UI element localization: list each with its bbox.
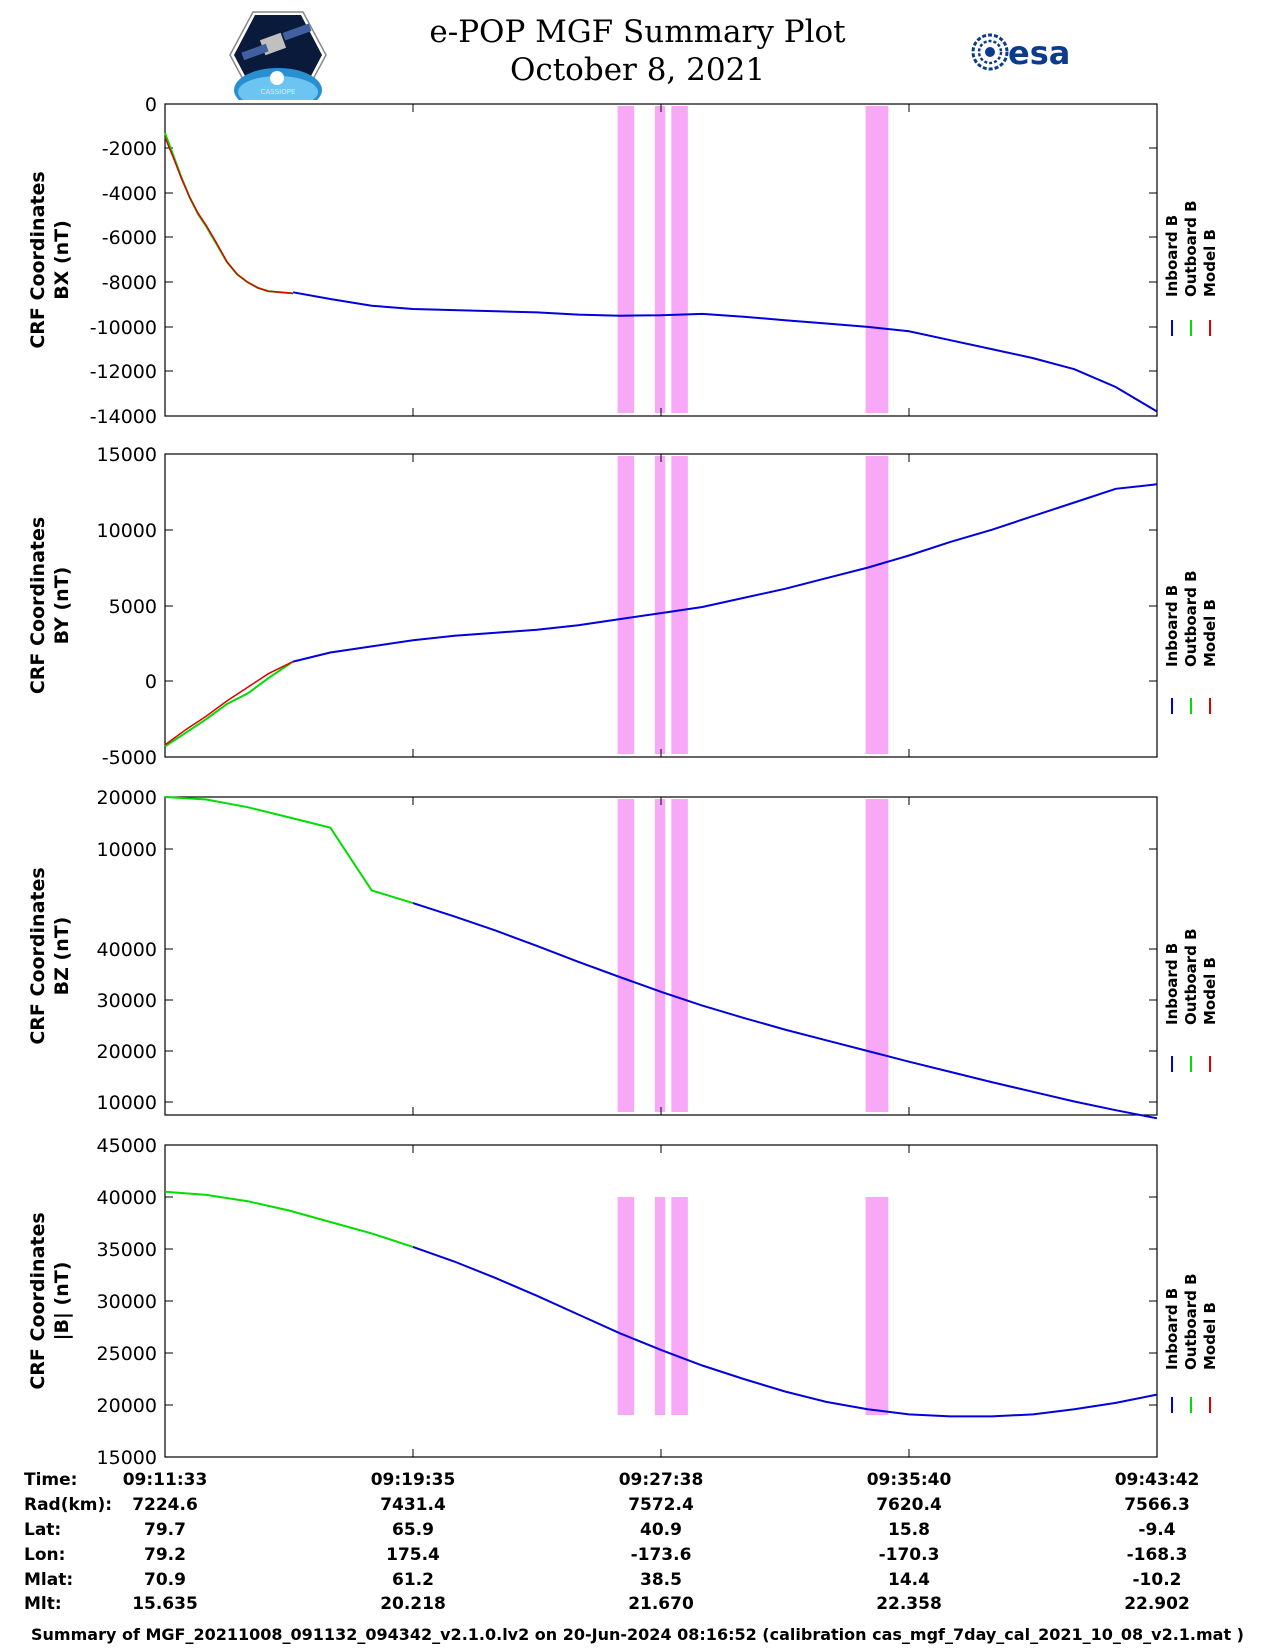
shaded-interval <box>654 799 666 1112</box>
y-tick-label: 45000 <box>97 1135 157 1157</box>
y-tick-label: 40000 <box>97 939 157 961</box>
y-tick-label: -4000 <box>102 183 157 205</box>
y-axis-label: BZ (nT) <box>51 917 73 996</box>
legend-label: Inboard B <box>1163 943 1181 1025</box>
y-tick-label: -2000 <box>102 138 157 160</box>
y-tick-label: -14000 <box>90 406 157 428</box>
y-tick-label: -6000 <box>102 227 157 249</box>
svg-text:esa: esa <box>1008 34 1070 72</box>
cassiope-logo: CASSIOPE <box>229 11 327 100</box>
y-tick-label: 20000 <box>97 1395 157 1417</box>
y-axis-label: CRF Coordinates <box>27 171 49 348</box>
shaded-interval <box>654 106 666 413</box>
y-tick-label: -5000 <box>102 747 157 769</box>
y-tick-label: 10000 <box>97 839 157 861</box>
legend-label: Outboard B <box>1182 928 1200 1025</box>
shaded-interval <box>865 456 889 754</box>
series-line-model <box>164 137 294 295</box>
legend-label: Outboard B <box>1182 1273 1200 1370</box>
y-axis-label: |B| (nT) <box>51 1262 73 1341</box>
y-tick-label: 35000 <box>97 1239 157 1261</box>
y-tick-label: 15000 <box>97 444 157 466</box>
y-tick-label: 40000 <box>97 1187 157 1209</box>
series-line-model <box>164 660 294 746</box>
series-line-outboard <box>164 660 294 748</box>
footer-summary: Summary of MGF_20211008_091132_094342_v2… <box>31 1625 1244 1644</box>
svg-text:CASSIOPE: CASSIOPE <box>261 88 296 96</box>
shaded-interval <box>865 799 889 1112</box>
y-axis-label: CRF Coordinates <box>27 1212 49 1389</box>
y-tick-label: 0 <box>145 671 157 693</box>
y-tick-label: 20000 <box>97 1041 157 1063</box>
legend-label: Model B <box>1201 957 1219 1025</box>
shaded-interval <box>617 799 635 1112</box>
shaded-interval <box>671 456 688 754</box>
shaded-interval <box>865 106 889 413</box>
shaded-interval <box>671 106 688 413</box>
y-tick-label: -10000 <box>90 317 157 339</box>
series-line-inboard <box>412 1245 1158 1418</box>
y-tick-label: 5000 <box>109 596 157 618</box>
esa-logo: esa <box>971 33 1070 72</box>
legend-label: Inboard B <box>1163 215 1181 297</box>
chart-title: e-POP MGF Summary Plot <box>429 14 846 50</box>
shaded-interval <box>617 106 635 413</box>
legend-label: Model B <box>1201 1302 1219 1370</box>
y-axis-label: BY (nT) <box>51 567 73 645</box>
y-tick-label: 25000 <box>97 1343 157 1365</box>
shaded-interval <box>617 1197 635 1415</box>
series-line-inboard <box>292 483 1158 663</box>
legend-label: Model B <box>1201 599 1219 667</box>
legend-label: Outboard B <box>1182 200 1200 297</box>
legend-label: Outboard B <box>1182 570 1200 667</box>
y-axis-label: CRF Coordinates <box>27 867 49 1044</box>
y-tick-label: 0 <box>145 94 157 116</box>
series-line-outboard <box>164 1190 414 1248</box>
y-tick-label: 30000 <box>97 1291 157 1313</box>
shaded-interval <box>654 1197 666 1415</box>
legend-label: Inboard B <box>1163 585 1181 667</box>
y-tick-label: 30000 <box>97 990 157 1012</box>
y-tick-label: 20000 <box>97 787 157 809</box>
shaded-interval <box>654 456 666 754</box>
series-line-outboard <box>164 132 294 295</box>
y-tick-label: 10000 <box>97 520 157 542</box>
series-line-inboard <box>292 291 1158 413</box>
y-tick-label: -8000 <box>102 272 157 294</box>
shaded-interval <box>617 456 635 754</box>
y-axis-label: BX (nT) <box>51 220 73 300</box>
chart-date: October 8, 2021 <box>509 52 766 88</box>
y-tick-label: 15000 <box>97 1447 157 1469</box>
shaded-interval <box>671 1197 688 1415</box>
series-line-outboard <box>164 796 414 905</box>
y-tick-label: -12000 <box>90 361 157 383</box>
y-axis-label: CRF Coordinates <box>27 517 49 694</box>
series-line-inboard <box>412 902 1158 1120</box>
y-tick-label: 10000 <box>97 1092 157 1114</box>
legend-label: Inboard B <box>1163 1288 1181 1370</box>
shaded-interval <box>865 1197 889 1415</box>
shaded-interval <box>671 799 688 1112</box>
legend-label: Model B <box>1201 229 1219 297</box>
